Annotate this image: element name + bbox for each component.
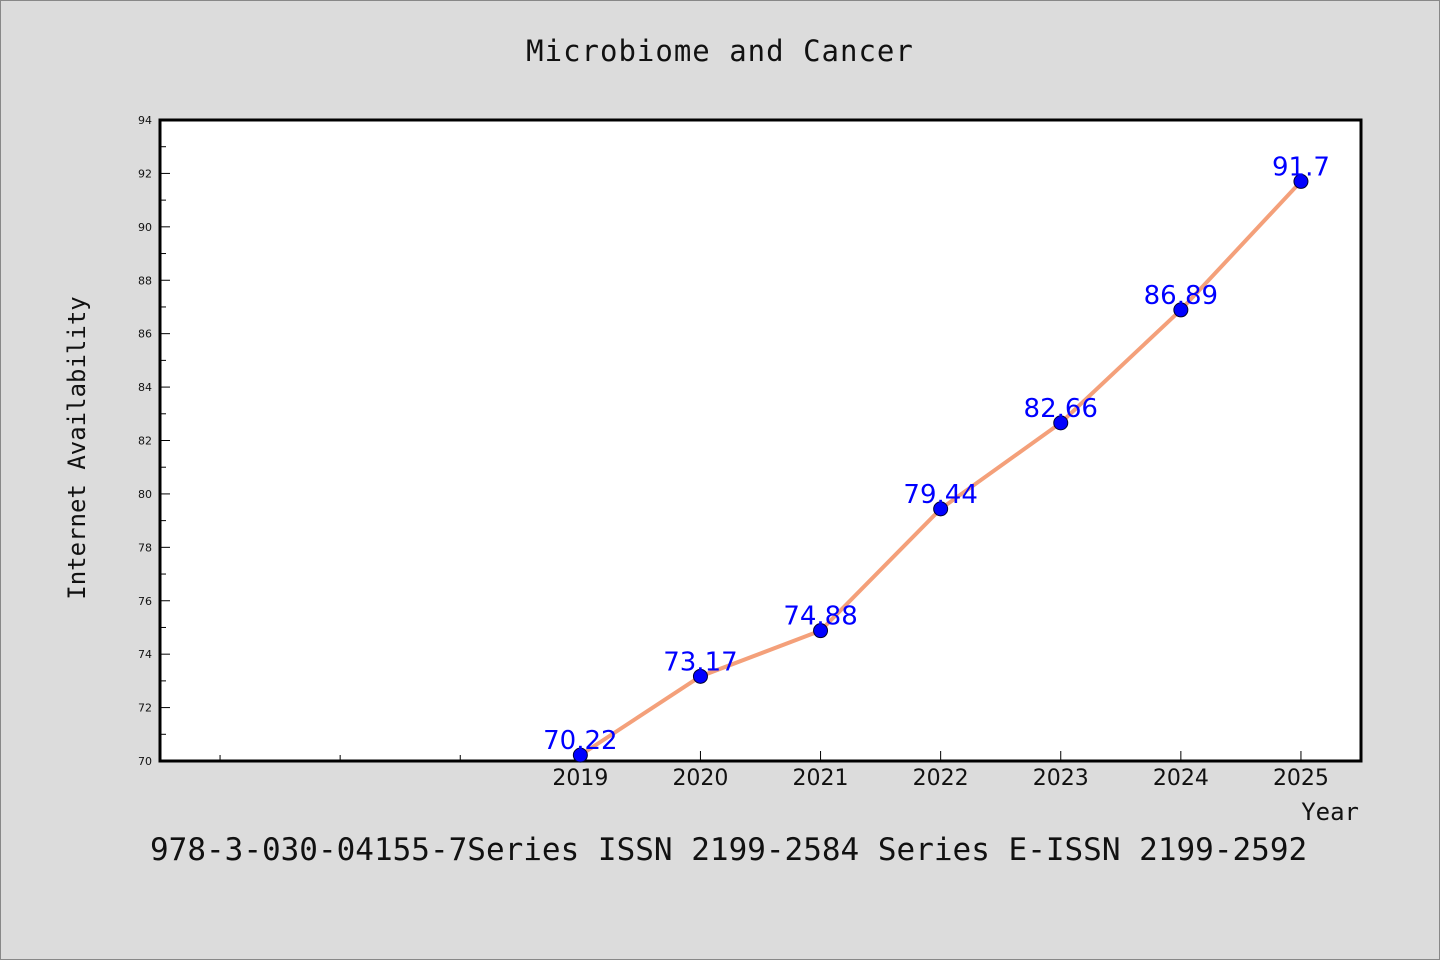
- data-point: [933, 501, 949, 517]
- x-tick-label: 2024: [1153, 766, 1209, 791]
- data-label: 74.88: [783, 602, 857, 632]
- x-tick-label: 2025: [1273, 766, 1329, 791]
- data-point: [572, 747, 588, 763]
- y-tick-label: 94: [138, 114, 152, 127]
- data-label: 91.7: [1272, 152, 1330, 182]
- plot-area: [158, 118, 1363, 763]
- y-tick-label: 72: [138, 702, 152, 715]
- data-label: 73.17: [663, 647, 737, 677]
- y-axis-label: Internet Availability: [63, 296, 91, 599]
- x-tick-label: 2022: [913, 766, 969, 791]
- y-tick-label: 76: [138, 595, 152, 608]
- x-tick-label: 2021: [793, 766, 849, 791]
- y-tick-label: 88: [138, 274, 152, 287]
- data-label: 86.89: [1144, 281, 1218, 311]
- data-point: [1173, 302, 1189, 318]
- y-axis-ticks: 70 72 74 76 78 80 82 84 86 88 90 92 94: [138, 114, 170, 768]
- data-label: 79.44: [903, 480, 977, 510]
- x-tick-label: 2019: [552, 766, 608, 791]
- data-labels: 70.22 73.17 74.88 79.44 82.66 86.89 91.7: [543, 152, 1330, 756]
- x-tick-label: 2020: [672, 766, 728, 791]
- data-point: [1293, 173, 1309, 189]
- minor-ticks: [160, 146, 461, 761]
- data-point: [1053, 415, 1069, 431]
- x-axis-ticks: 2019 2020 2021 2022 2023 2024 2025: [552, 751, 1329, 791]
- data-point: [692, 668, 708, 684]
- x-axis-label: Year: [1301, 798, 1359, 826]
- y-tick-label: 78: [138, 541, 152, 554]
- y-tick-label: 80: [138, 488, 152, 501]
- y-tick-label: 70: [138, 755, 152, 768]
- y-tick-label: 84: [138, 381, 152, 394]
- data-label: 70.22: [543, 726, 617, 756]
- data-points: [572, 173, 1309, 763]
- data-point: [813, 623, 829, 639]
- chart-title: Microbiome and Cancer: [526, 34, 914, 68]
- y-tick-label: 82: [138, 435, 152, 448]
- y-tick-label: 86: [138, 328, 152, 341]
- y-tick-label: 74: [138, 648, 152, 661]
- footer-text: 978-3-030-04155-7Series ISSN 2199-2584 S…: [150, 832, 1308, 868]
- y-tick-label: 90: [138, 221, 152, 234]
- data-label: 82.66: [1024, 394, 1098, 424]
- x-tick-label: 2023: [1033, 766, 1089, 791]
- y-tick-label: 92: [138, 167, 152, 180]
